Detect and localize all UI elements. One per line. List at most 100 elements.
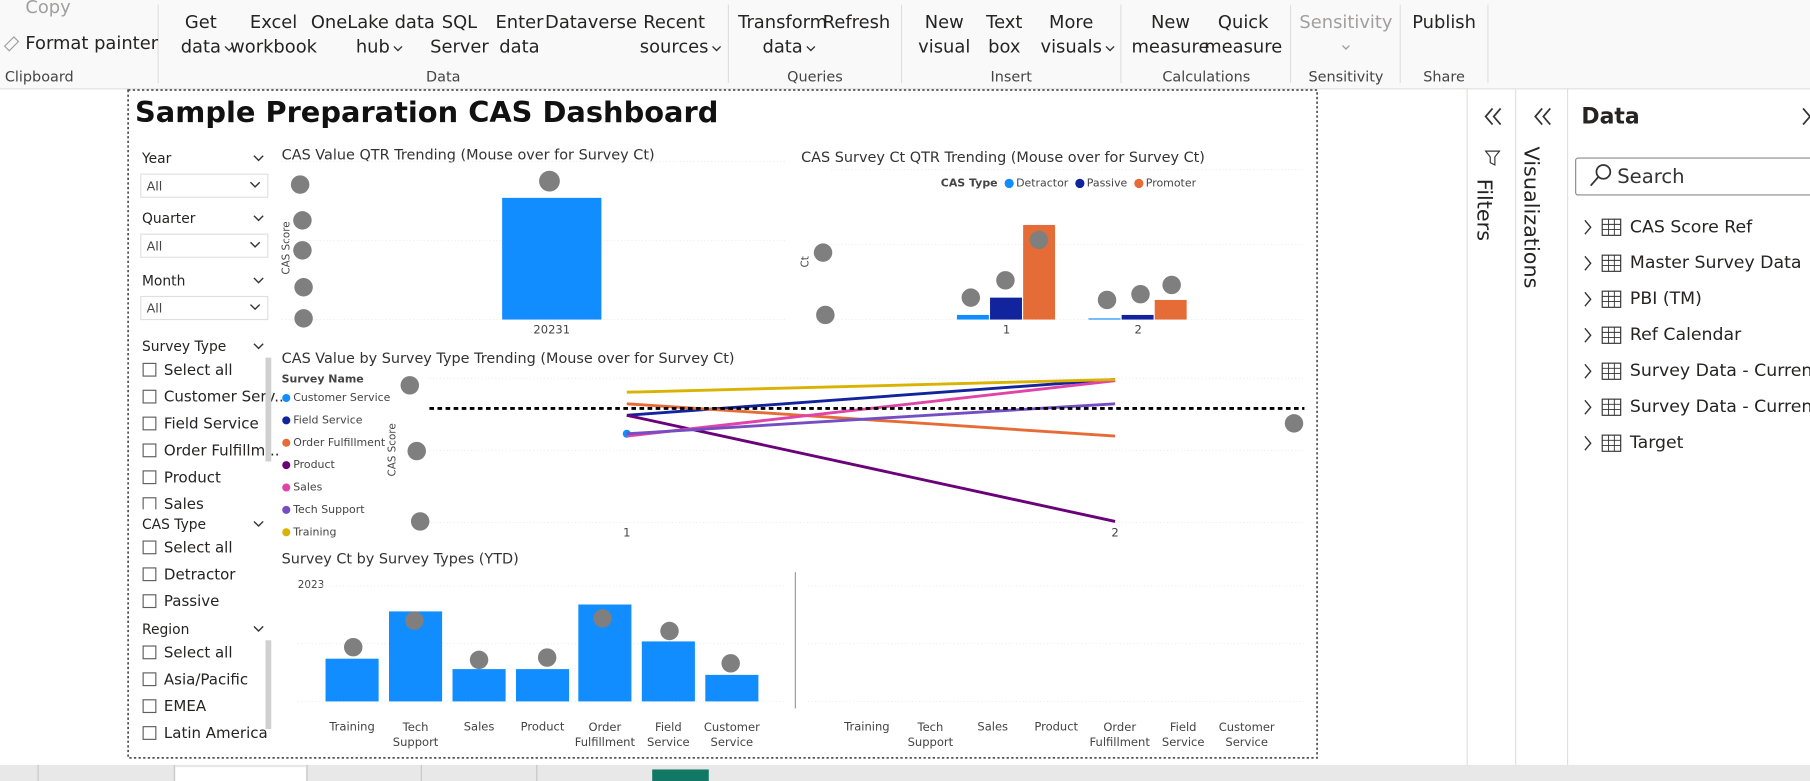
legend-label[interactable]: Field Service [293,413,363,426]
checkbox[interactable] [142,645,157,660]
ribbon-button-label[interactable]: Text [985,12,1022,33]
table-name[interactable]: Ref Calendar [1630,325,1742,345]
table-name[interactable]: CAS Score Ref [1630,217,1753,237]
checklist-option-label[interactable]: Select all [164,361,233,379]
filters-pane-label[interactable]: Filters [1472,179,1496,241]
checklist-option-label[interactable]: Product [164,468,221,486]
visualizations-pane-label[interactable]: Visualizations [1520,147,1544,289]
ribbon-button-label[interactable]: data [499,36,539,57]
checklist-option[interactable]: Asia/Pacific [142,670,248,688]
table-name[interactable]: Survey Data - Current ... [1630,361,1810,381]
legend-label[interactable]: Detractor [1016,176,1069,189]
ribbon-button-label[interactable]: Format painter [25,33,158,54]
expand-visualizations[interactable] [1534,107,1551,126]
legend-label[interactable]: Product [293,458,335,471]
ribbon-button-label[interactable]: New [925,12,964,33]
expand-chevron[interactable] [1584,435,1592,451]
table-name[interactable]: Master Survey Data [1630,253,1802,273]
search-box[interactable] [1575,157,1810,196]
ribbon-button-label[interactable]: Enter [495,12,544,33]
ribbon-button-label[interactable]: measure [1132,36,1210,57]
checklist-option-label[interactable]: Passive [164,592,219,610]
ribbon-button-label[interactable]: Excel [250,12,297,33]
ribbon-button-label[interactable]: Get [185,12,217,33]
checkbox[interactable] [142,567,157,582]
expand-chevron[interactable] [1584,363,1592,379]
ribbon-button-label[interactable]: Sensitivity [1299,12,1393,33]
ribbon-button-label[interactable]: sources [640,36,709,57]
checklist-option[interactable]: Select all [142,538,233,556]
checklist-option[interactable]: Order Fulfillm... [142,441,280,459]
checklist-option[interactable]: Customer Serv... [142,388,289,406]
checklist-option[interactable]: Detractor [142,565,236,583]
ribbon-button-label[interactable]: Quick [1218,12,1269,33]
ribbon-button-label[interactable]: Server [430,36,489,57]
table-name[interactable]: PBI (TM) [1630,289,1702,309]
expand-chevron[interactable] [1584,327,1592,343]
checklist-option[interactable]: Select all [142,361,233,379]
ribbon-button-label[interactable]: data [181,36,221,57]
legend-label[interactable]: Sales [293,481,322,494]
ribbon-button-label[interactable]: Dataverse [545,12,637,33]
slicer-dropdown[interactable] [140,233,269,258]
checkbox[interactable] [142,699,157,714]
checklist-option[interactable]: Select all [142,643,233,661]
expand-chevron[interactable] [1584,291,1592,307]
expand-chevron[interactable] [1584,219,1592,235]
collapse-data[interactable] [1802,107,1810,126]
ribbon-button-label[interactable]: Transform [737,12,827,33]
checkbox[interactable] [142,389,157,404]
checkbox[interactable] [142,443,157,458]
checkbox[interactable] [142,470,157,485]
ribbon-button-label[interactable]: OneLake data [311,12,435,33]
checklist-option[interactable]: Passive [142,592,219,610]
checklist-option-label[interactable]: Order Fulfillm... [164,441,280,459]
ribbon-button-label[interactable]: Publish [1412,12,1476,33]
ribbon-button-label[interactable]: workbook [230,36,318,57]
slicer-value[interactable]: All [147,301,163,316]
checklist-option-label[interactable]: Asia/Pacific [164,670,248,688]
checkbox[interactable] [142,362,157,377]
ribbon-button-label[interactable]: box [988,36,1020,57]
checklist-option[interactable]: Sales [142,495,204,513]
slicer-dropdown[interactable] [140,173,269,198]
checklist-option[interactable]: Latin America [142,724,268,742]
legend-label[interactable]: Passive [1087,176,1128,189]
table-name[interactable]: Survey Data - Current ... [1630,397,1810,417]
ribbon-button-label[interactable]: Recent [643,12,705,33]
checklist-option[interactable]: EMEA [142,697,207,715]
ribbon-button-label[interactable]: More [1049,12,1093,33]
checkbox[interactable] [142,594,157,609]
ribbon-button-label[interactable]: Refresh [823,12,891,33]
add-page-tab[interactable] [652,769,709,781]
slicer-dropdown[interactable] [140,295,269,321]
table-name[interactable]: Target [1629,433,1684,453]
checkbox[interactable] [142,540,157,555]
checklist-option-label[interactable]: EMEA [164,697,207,715]
checkbox[interactable] [142,497,157,511]
checklist-option-label[interactable]: Latin America [164,724,268,742]
checklist-option-label[interactable]: Detractor [164,565,236,583]
legend-label[interactable]: Promoter [1146,176,1197,189]
ribbon-button-label[interactable]: visual [918,36,970,57]
checklist-option-label[interactable]: Select all [164,643,233,661]
checklist-option-label[interactable]: Customer Serv... [164,388,289,406]
expand-chevron[interactable] [1584,399,1592,415]
checklist-option-label[interactable]: Sales [164,495,204,513]
ribbon-button-label[interactable]: visuals [1041,36,1102,57]
legend-label[interactable]: Training [292,525,336,538]
slicer-value[interactable]: All [147,238,163,253]
checkbox[interactable] [142,416,157,431]
legend-label[interactable]: Order Fulfillment [293,436,386,449]
checkbox[interactable] [142,672,157,687]
legend-label[interactable]: Tech Support [292,503,365,516]
search-placeholder[interactable]: Search [1617,165,1684,188]
ribbon-button-label[interactable]: Copy [25,0,71,18]
checkbox[interactable] [142,726,157,740]
ribbon-button-label[interactable]: New [1151,12,1190,33]
expand-filters[interactable] [1484,107,1502,126]
ribbon-button-label[interactable]: SQL [442,12,477,33]
ribbon-button-label[interactable]: data [763,36,803,57]
checklist-option-label[interactable]: Field Service [164,415,259,433]
checklist-option[interactable]: Field Service [142,415,259,433]
